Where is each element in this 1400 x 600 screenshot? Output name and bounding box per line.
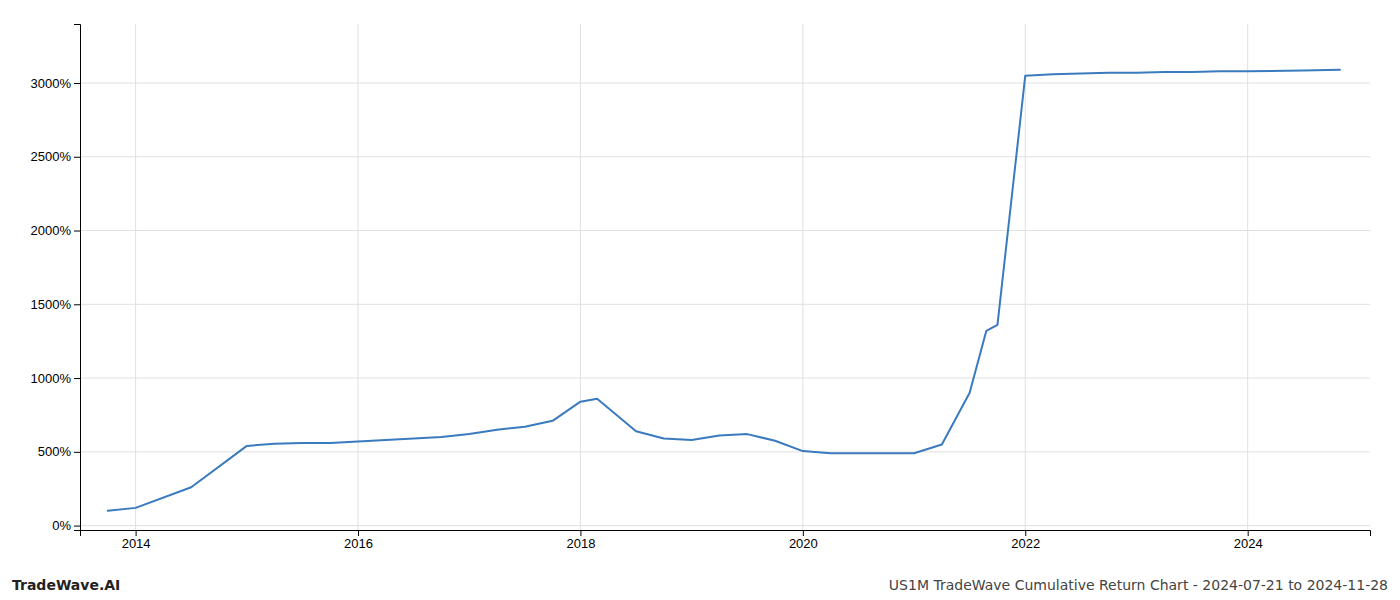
y-tick-mark [74,526,80,527]
y-tick-label: 1000% [31,371,72,386]
y-axis: 0% 500% 1000% 1500% 2000% 2500% 3000% [31,25,81,534]
plot: 2014 2016 2018 2020 2022 2024 0% 500% 1000% 1500%… [31,24,1371,551]
y-tick: 2000% [31,223,80,238]
x-tick-label: 2022 [1011,536,1040,551]
x-tick: 2014 [122,530,151,551]
x-tick: 2024 [1234,530,1263,551]
y-tick: 500% [38,444,80,459]
y-tick-mark [74,378,80,379]
y-tick: 2500% [31,149,80,164]
marks [108,70,1340,511]
grid [80,24,1370,530]
y-tick-mark [74,231,80,232]
grid-line-y [80,525,1370,526]
grid-line-x [802,24,803,530]
y-tick-mark [74,83,80,84]
x-axis: 2014 2016 2018 2020 2022 2024 [81,530,1371,551]
x-tick-mark [358,530,359,536]
x-tick: 2016 [344,530,373,551]
x-tick: 2022 [1011,530,1040,551]
x-tick-label: 2024 [1234,536,1263,551]
x-tick-mark [803,530,804,536]
y-tick: 0% [52,518,80,533]
x-tick: 2020 [789,530,818,551]
grid-line-x [1247,24,1248,530]
line [108,70,1340,511]
grid-line-x [580,24,581,530]
y-tick-label: 1500% [31,297,72,312]
footer-left: TradeWave.AI [12,577,120,593]
y-tick-mark [74,157,80,158]
x-tick-mark [1248,530,1249,536]
y-tick: 3000% [31,76,80,91]
grid-line-x [135,24,136,530]
y-tick-label: 2000% [31,223,72,238]
y-tick-label: 0% [52,518,71,533]
x-tick-label: 2014 [122,536,151,551]
y-tick-label: 500% [38,444,72,459]
y-axis-line [74,25,81,531]
y-tick-mark [74,452,80,453]
y-tick: 1500% [31,297,80,312]
chart: 2014 2016 2018 2020 2022 2024 0% 500% 1000% 1500%… [0,0,1400,600]
grid-line-y [80,156,1370,157]
y-tick-mark [74,304,80,305]
x-tick-label: 2018 [566,536,595,551]
footer-right: US1M TradeWave Cumulative Return Chart -… [889,577,1388,593]
grid-line-x [358,24,359,530]
y-tick-label: 3000% [31,76,72,91]
grid-line-y [80,230,1370,231]
x-tick: 2018 [566,530,595,551]
grid-line-y [80,304,1370,305]
x-axis-line [81,531,1371,537]
y-tick-label: 2500% [31,149,72,164]
grid-line-y [80,451,1370,452]
x-tick-label: 2016 [344,536,373,551]
grid-line-y [80,378,1370,379]
x-tick-mark [1025,530,1026,536]
y-tick: 1000% [31,371,80,386]
x-tick-mark [136,530,137,536]
x-tick-mark [580,530,581,536]
x-tick-label: 2020 [789,536,818,551]
grid-line-y [80,83,1370,84]
grid-line-x [1025,24,1026,530]
